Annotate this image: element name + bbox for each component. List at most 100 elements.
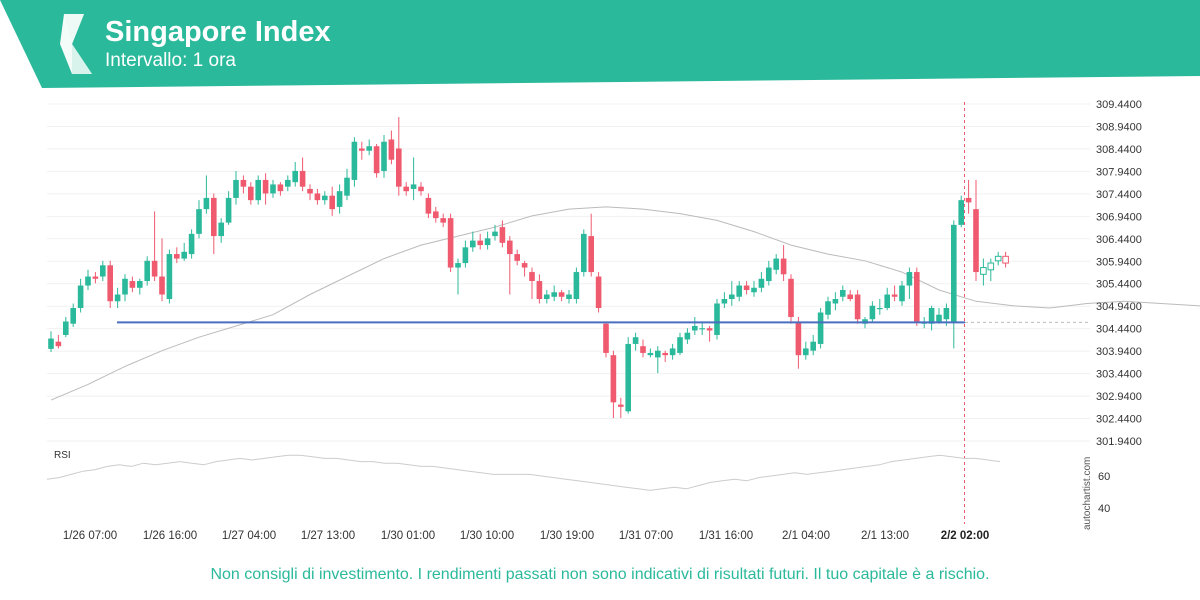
y-tick-label: 307.4400	[1096, 189, 1142, 201]
candle-body	[425, 197, 432, 214]
candle-body	[159, 276, 165, 295]
candle-body	[373, 146, 380, 174]
candle	[677, 332, 683, 356]
candle	[906, 267, 913, 300]
x-tick-label: 1/31 07:00	[619, 530, 673, 542]
candle-body	[840, 290, 846, 297]
candle-body	[810, 341, 816, 351]
candle-body	[736, 285, 742, 297]
candle-body	[632, 337, 639, 344]
candle	[899, 281, 905, 306]
candle	[980, 258, 987, 286]
candle-body	[240, 179, 247, 187]
candle	[233, 170, 239, 205]
candle-body	[669, 348, 676, 356]
candle	[751, 281, 757, 297]
candle	[536, 274, 543, 304]
candle	[388, 130, 395, 165]
candle-body	[817, 312, 824, 344]
candle-body	[951, 224, 957, 322]
candle	[129, 276, 136, 293]
candle	[521, 260, 528, 277]
candle	[166, 249, 173, 304]
candle	[514, 249, 520, 266]
y-tick-label: 302.9400	[1096, 391, 1142, 403]
candle-body	[588, 236, 594, 273]
candle	[203, 175, 210, 214]
candle-body	[211, 197, 217, 237]
candle-body	[70, 307, 76, 324]
candle	[780, 245, 787, 282]
candle-body	[77, 285, 84, 308]
candle	[114, 287, 121, 308]
candle-body	[248, 186, 254, 201]
candle-body	[647, 352, 654, 356]
candle-body	[877, 307, 883, 310]
candle	[854, 290, 861, 324]
candle-body	[551, 292, 557, 297]
candle	[610, 350, 617, 419]
candle-body	[151, 260, 158, 277]
x-tick-label: 1/26 07:00	[63, 530, 117, 542]
candle-body	[692, 325, 698, 331]
support-level	[117, 102, 1090, 524]
candle-body	[603, 323, 609, 353]
candle-body	[477, 240, 483, 246]
candle-body	[832, 299, 839, 304]
candle	[455, 258, 461, 295]
candle-body	[351, 141, 358, 180]
candle	[159, 238, 165, 302]
candle-body	[181, 251, 187, 259]
candle-body	[329, 195, 335, 210]
rsi-line	[46, 454, 1001, 491]
candle-body	[729, 294, 735, 300]
candle	[484, 231, 491, 250]
candle-body	[677, 337, 683, 353]
candle-body	[714, 303, 720, 335]
candle	[359, 141, 365, 160]
candle-body	[418, 186, 424, 192]
candle	[788, 274, 794, 324]
candle	[832, 292, 839, 311]
candle	[351, 137, 358, 187]
candle	[211, 193, 217, 255]
x-axis: 1/26 07:00 1/26 16:00 1/27 04:00 1/27 13:00…	[63, 530, 989, 542]
candle-body	[166, 254, 173, 300]
candle	[1002, 251, 1009, 268]
candle-body	[492, 231, 498, 237]
candle	[825, 296, 831, 320]
candle-body	[322, 195, 328, 201]
candle-body	[655, 350, 661, 358]
candle-body	[625, 343, 631, 412]
candle-body	[129, 281, 136, 288]
candle-body	[706, 328, 713, 331]
candle-body	[203, 197, 210, 210]
y-tick-label: 307.9400	[1096, 166, 1142, 178]
candle	[758, 272, 765, 293]
candle	[418, 182, 424, 196]
y-tick-label: 305.9400	[1096, 256, 1142, 268]
candle-body	[751, 287, 757, 293]
candle	[255, 175, 261, 205]
candle	[307, 184, 313, 201]
candle-body	[285, 179, 291, 187]
candle	[225, 191, 232, 225]
candle-body	[366, 146, 372, 151]
candle	[100, 260, 106, 282]
candle-body	[359, 148, 365, 151]
candle-body	[773, 258, 779, 270]
candle-body	[174, 254, 180, 259]
candle	[70, 303, 76, 327]
candle	[625, 337, 631, 414]
disclaimer: Non consigli di investimento. I rendimen…	[210, 566, 990, 583]
y-tick-label: 306.9400	[1096, 211, 1142, 223]
candle	[499, 220, 506, 248]
y-tick-label: 303.4400	[1096, 369, 1142, 381]
candle-body	[994, 255, 1002, 262]
candle-body	[743, 285, 750, 291]
candle-body	[914, 272, 920, 322]
x-tick-label: 1/31 16:00	[699, 530, 753, 542]
candle	[544, 290, 550, 304]
candle-body	[610, 355, 617, 403]
candle	[63, 316, 69, 338]
